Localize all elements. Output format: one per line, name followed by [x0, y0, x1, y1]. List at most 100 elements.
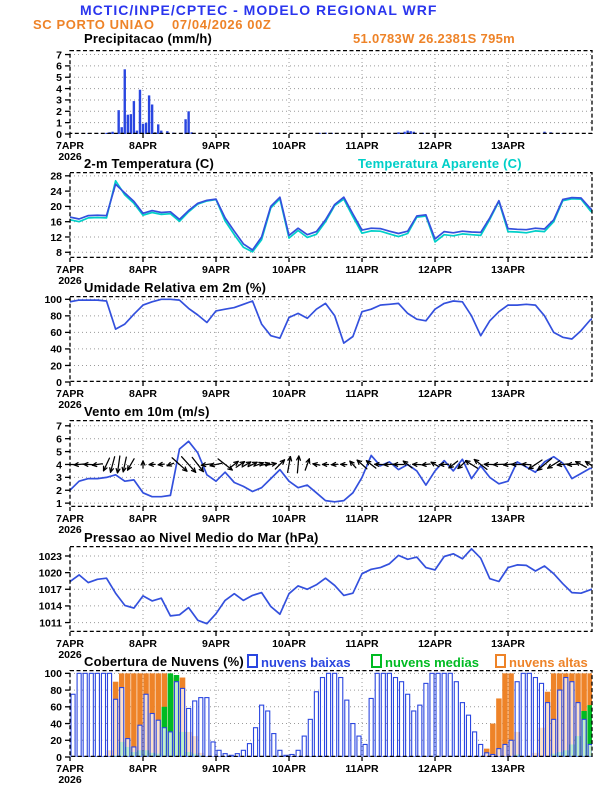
svg-text:2026: 2026 — [58, 524, 82, 535]
chart-title-temperature: 2-m Temperatura (C) — [84, 156, 214, 171]
svg-text:13APR: 13APR — [491, 140, 525, 152]
svg-text:11APR: 11APR — [345, 763, 379, 775]
svg-text:3: 3 — [56, 472, 62, 484]
svg-text:2026: 2026 — [58, 649, 82, 660]
svg-text:3: 3 — [56, 95, 62, 107]
svg-text:11APR: 11APR — [345, 264, 379, 276]
svg-text:24: 24 — [50, 186, 62, 198]
svg-text:2026: 2026 — [58, 774, 82, 785]
svg-text:80: 80 — [50, 685, 62, 697]
svg-text:8: 8 — [56, 247, 62, 259]
svg-text:2026: 2026 — [58, 275, 82, 286]
svg-text:1011: 1011 — [39, 617, 62, 629]
svg-text:40: 40 — [50, 344, 62, 356]
svg-text:12APR: 12APR — [418, 513, 452, 525]
svg-text:12APR: 12APR — [418, 264, 452, 276]
svg-text:9APR: 9APR — [202, 388, 230, 400]
chart-title-wind: Vento em 10m (m/s) — [84, 404, 210, 419]
svg-text:1023: 1023 — [39, 551, 63, 563]
svg-text:2026: 2026 — [58, 399, 82, 410]
svg-text:13APR: 13APR — [491, 763, 525, 775]
svg-text:100: 100 — [44, 670, 62, 680]
svg-text:0: 0 — [56, 752, 62, 764]
svg-text:2: 2 — [56, 106, 62, 118]
svg-text:8APR: 8APR — [129, 388, 157, 400]
svg-text:11APR: 11APR — [345, 513, 379, 525]
svg-text:1017: 1017 — [39, 584, 63, 596]
svg-text:7APR: 7APR — [56, 264, 84, 276]
svg-text:12APR: 12APR — [418, 388, 452, 400]
svg-text:100: 100 — [44, 296, 62, 306]
svg-text:7: 7 — [56, 421, 62, 433]
svg-text:10APR: 10APR — [272, 638, 306, 650]
svg-text:9APR: 9APR — [202, 140, 230, 152]
svg-text:12: 12 — [50, 232, 62, 244]
svg-text:1020: 1020 — [39, 567, 63, 579]
svg-text:20: 20 — [50, 360, 62, 372]
chart-title-humidity: Umidade Relativa em 2m (%) — [84, 280, 267, 295]
legend-low-clouds: nuvens baixas — [247, 654, 351, 670]
svg-text:2: 2 — [56, 485, 62, 497]
svg-text:0: 0 — [56, 377, 62, 389]
svg-text:11APR: 11APR — [345, 388, 379, 400]
svg-text:4: 4 — [56, 459, 62, 471]
svg-text:10APR: 10APR — [272, 513, 306, 525]
svg-text:1: 1 — [56, 498, 62, 510]
svg-text:6: 6 — [56, 61, 62, 73]
svg-text:20: 20 — [50, 201, 62, 213]
svg-text:20: 20 — [50, 735, 62, 747]
svg-text:12APR: 12APR — [418, 638, 452, 650]
legend-high-clouds-label: nuvens altas — [509, 655, 588, 670]
legend-mid-clouds-label: nuvens medias — [385, 655, 479, 670]
svg-text:9APR: 9APR — [202, 763, 230, 775]
svg-text:9APR: 9APR — [202, 638, 230, 650]
chart-title-apparent-temperature: Temperatura Aparente (C) — [358, 156, 522, 171]
svg-text:13APR: 13APR — [491, 638, 525, 650]
legend-low-clouds-label: nuvens baixas — [261, 655, 351, 670]
svg-text:8APR: 8APR — [129, 638, 157, 650]
svg-text:11APR: 11APR — [345, 140, 379, 152]
svg-text:10APR: 10APR — [272, 763, 306, 775]
station-name: SC PORTO UNIAO — [33, 17, 155, 32]
svg-text:1014: 1014 — [39, 601, 63, 613]
svg-text:13APR: 13APR — [491, 388, 525, 400]
chart-title-cloud-cover: Cobertura de Nuvens (%) — [84, 654, 244, 669]
svg-text:6: 6 — [56, 433, 62, 445]
mid-clouds-swatch-icon — [371, 654, 382, 668]
svg-text:11APR: 11APR — [345, 638, 379, 650]
svg-text:16: 16 — [50, 216, 62, 228]
svg-text:10APR: 10APR — [272, 264, 306, 276]
svg-text:8APR: 8APR — [129, 763, 157, 775]
low-clouds-swatch-icon — [247, 654, 258, 668]
svg-text:60: 60 — [50, 327, 62, 339]
svg-text:0: 0 — [56, 129, 62, 141]
run-datetime: 07/04/2026 00Z — [172, 17, 272, 32]
svg-text:8APR: 8APR — [129, 140, 157, 152]
page-title: MCTIC/INPE/CPTEC - MODELO REGIONAL WRF — [80, 2, 438, 18]
svg-text:7APR: 7APR — [56, 140, 84, 152]
svg-text:28: 28 — [50, 172, 62, 183]
svg-text:8APR: 8APR — [129, 513, 157, 525]
svg-text:7: 7 — [56, 50, 62, 61]
chart-title-precipitation: Precipitacao (mm/h) — [84, 31, 213, 46]
station-coordinates: 51.0783W 26.2381S 795m — [353, 31, 515, 46]
chart-title-pressure: Pressao ao Nivel Medio do Mar (hPa) — [84, 530, 319, 545]
svg-text:8APR: 8APR — [129, 264, 157, 276]
high-clouds-swatch-icon — [495, 654, 506, 668]
svg-text:2026: 2026 — [58, 151, 82, 162]
svg-text:12APR: 12APR — [418, 763, 452, 775]
svg-text:7APR: 7APR — [56, 638, 84, 650]
svg-text:9APR: 9APR — [202, 513, 230, 525]
svg-text:1: 1 — [56, 117, 62, 129]
svg-text:9APR: 9APR — [202, 264, 230, 276]
svg-text:10APR: 10APR — [272, 388, 306, 400]
svg-text:40: 40 — [50, 718, 62, 730]
svg-text:60: 60 — [50, 702, 62, 714]
legend-mid-clouds: nuvens medias — [371, 654, 479, 670]
svg-text:13APR: 13APR — [491, 264, 525, 276]
